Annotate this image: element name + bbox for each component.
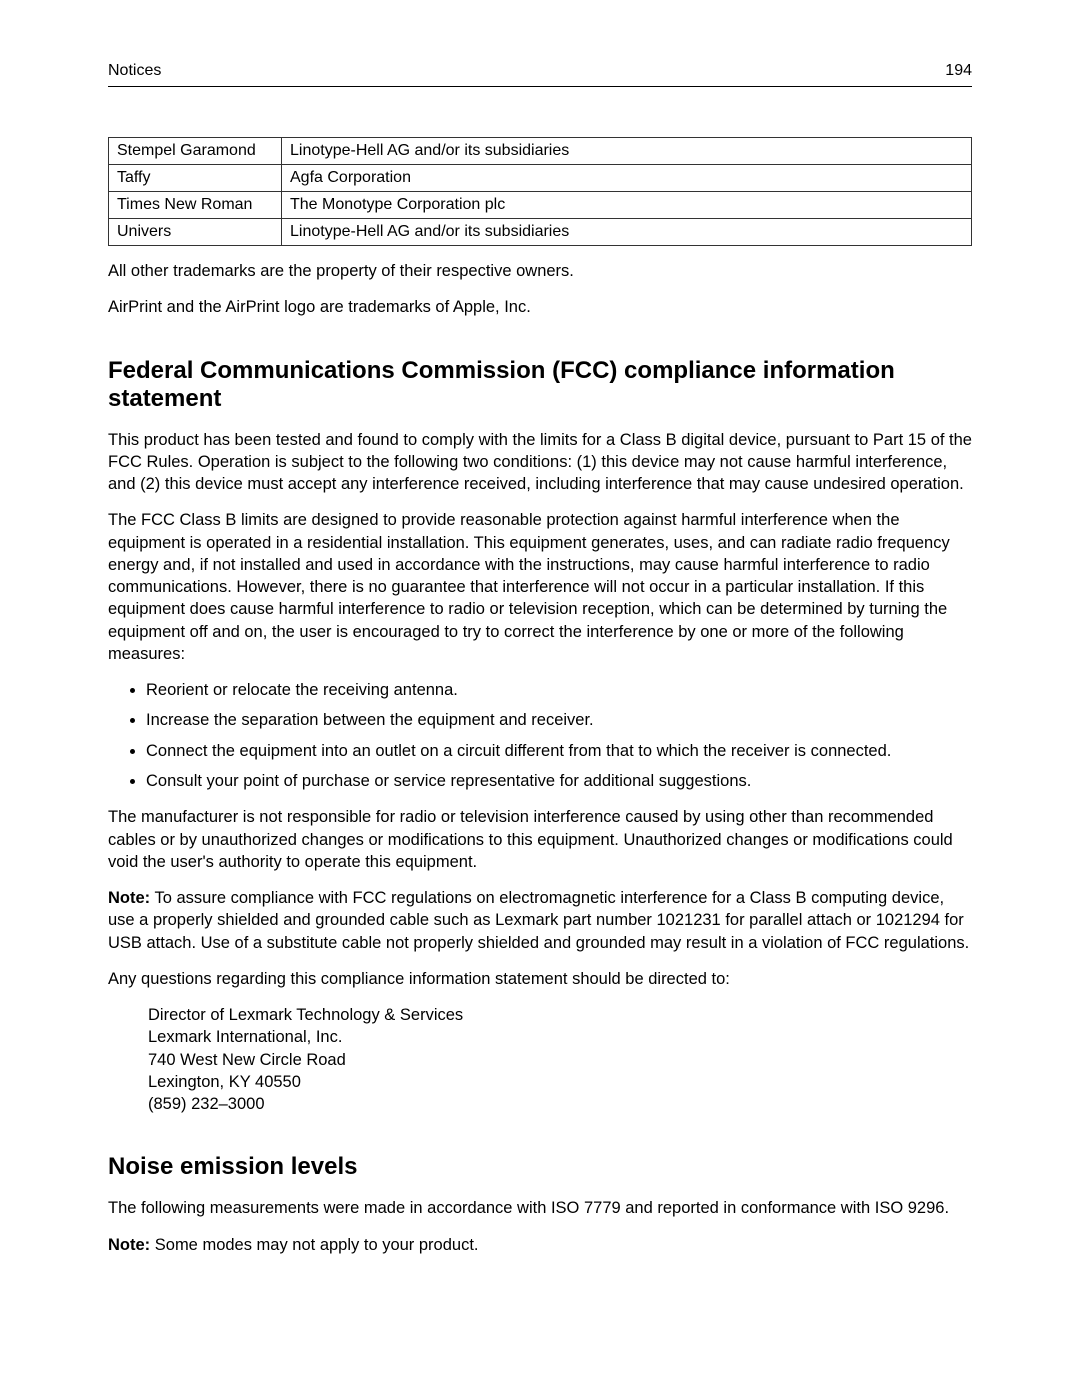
table-row: Univers Linotype-Hell AG and/or its subs… bbox=[109, 219, 972, 246]
list-item: Connect the equipment into an outlet on … bbox=[146, 740, 972, 762]
list-item: Consult your point of purchase or servic… bbox=[146, 770, 972, 792]
note-body: Some modes may not apply to your product… bbox=[150, 1236, 478, 1254]
paragraph: The manufacturer is not responsible for … bbox=[108, 806, 972, 873]
table-cell: Taffy bbox=[109, 165, 282, 192]
note-paragraph: Note: Some modes may not apply to your p… bbox=[108, 1234, 972, 1256]
paragraph: The following measurements were made in … bbox=[108, 1197, 972, 1219]
table-row: Times New Roman The Monotype Corporation… bbox=[109, 192, 972, 219]
header-page-number: 194 bbox=[945, 62, 972, 80]
noise-heading: Noise emission levels bbox=[108, 1153, 972, 1181]
table-cell: Linotype-Hell AG and/or its subsidiaries bbox=[282, 219, 972, 246]
list-item: Reorient or relocate the receiving anten… bbox=[146, 679, 972, 701]
list-item: Increase the separation between the equi… bbox=[146, 709, 972, 731]
trademark-table: Stempel Garamond Linotype-Hell AG and/or… bbox=[108, 137, 972, 246]
header-rule bbox=[108, 86, 972, 87]
paragraph: This product has been tested and found t… bbox=[108, 429, 972, 496]
address-line: (859) 232–3000 bbox=[148, 1093, 972, 1115]
fcc-bullet-list: Reorient or relocate the receiving anten… bbox=[108, 679, 972, 792]
note-paragraph: Note: To assure compliance with FCC regu… bbox=[108, 887, 972, 954]
paragraph: The FCC Class B limits are designed to p… bbox=[108, 509, 972, 665]
table-row: Taffy Agfa Corporation bbox=[109, 165, 972, 192]
address-line: Lexington, KY 40550 bbox=[148, 1071, 972, 1093]
header-section-label: Notices bbox=[108, 62, 161, 80]
table-cell: Stempel Garamond bbox=[109, 138, 282, 165]
address-line: 740 West New Circle Road bbox=[148, 1049, 972, 1071]
document-page: Notices 194 Stempel Garamond Linotype-He… bbox=[0, 0, 1080, 1370]
note-body: To assure compliance with FCC regulation… bbox=[108, 889, 969, 952]
address-line: Director of Lexmark Technology & Service… bbox=[148, 1004, 972, 1026]
table-cell: Times New Roman bbox=[109, 192, 282, 219]
note-label: Note: bbox=[108, 889, 150, 907]
table-cell: Univers bbox=[109, 219, 282, 246]
table-cell: Agfa Corporation bbox=[282, 165, 972, 192]
contact-address: Director of Lexmark Technology & Service… bbox=[148, 1004, 972, 1115]
paragraph: AirPrint and the AirPrint logo are trade… bbox=[108, 296, 972, 318]
table-row: Stempel Garamond Linotype-Hell AG and/or… bbox=[109, 138, 972, 165]
address-line: Lexmark International, Inc. bbox=[148, 1026, 972, 1048]
table-cell: The Monotype Corporation plc bbox=[282, 192, 972, 219]
table-cell: Linotype-Hell AG and/or its subsidiaries bbox=[282, 138, 972, 165]
fcc-heading: Federal Communications Commission (FCC) … bbox=[108, 357, 972, 413]
page-header: Notices 194 bbox=[108, 62, 972, 80]
paragraph: Any questions regarding this compliance … bbox=[108, 968, 972, 990]
note-label: Note: bbox=[108, 1236, 150, 1254]
paragraph: All other trademarks are the property of… bbox=[108, 260, 972, 282]
